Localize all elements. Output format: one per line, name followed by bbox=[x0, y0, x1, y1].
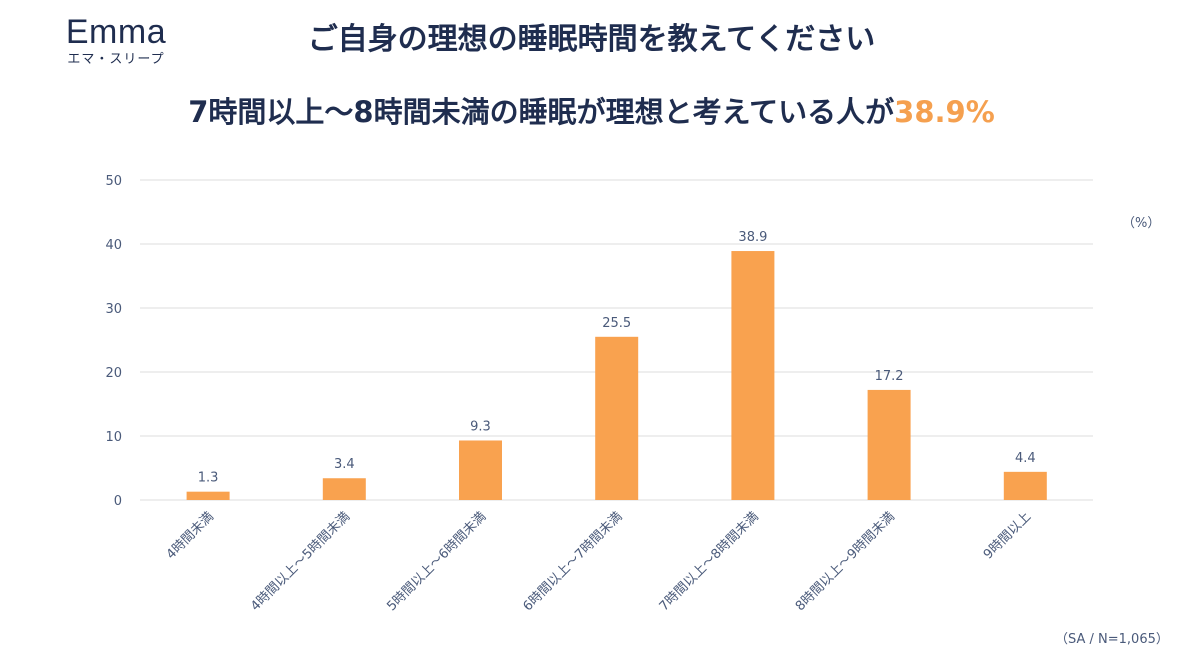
bar bbox=[731, 251, 775, 500]
x-tick-label: 7時間以上〜8時間未満 bbox=[657, 509, 762, 614]
headline-text: 7時間以上〜8時間未満の睡眠が理想と考えている人が bbox=[188, 95, 895, 129]
bar bbox=[1003, 471, 1047, 500]
data-label: 38.9 bbox=[738, 230, 767, 245]
sample-size-note: （SA / N=1,065） bbox=[1055, 632, 1169, 647]
unit-label: （%） bbox=[1122, 216, 1161, 231]
y-tick-label: 50 bbox=[105, 174, 122, 189]
y-tick-label: 20 bbox=[105, 366, 122, 381]
bar bbox=[595, 336, 639, 500]
brand-logo: Emma エマ・スリープ bbox=[58, 14, 174, 68]
x-tick-label: 8時間以上〜9時間未満 bbox=[793, 509, 898, 614]
logo-wordmark: Emma bbox=[65, 13, 167, 51]
y-tick-label: 10 bbox=[105, 430, 122, 445]
x-tick-label: 6時間以上〜7時間未満 bbox=[520, 509, 625, 614]
data-label: 4.4 bbox=[1015, 451, 1036, 466]
data-label: 3.4 bbox=[334, 457, 355, 472]
headline-highlight-value: 38.9% bbox=[894, 95, 995, 129]
data-label: 9.3 bbox=[470, 419, 491, 434]
data-label: 17.2 bbox=[875, 369, 904, 384]
x-tick-label: 4時間以上〜5時間未満 bbox=[248, 509, 353, 614]
x-tick-label: 5時間以上〜6時間未満 bbox=[384, 509, 489, 614]
page-title: ご自身の理想の睡眠時間を教えてください bbox=[307, 22, 876, 57]
x-tick-label: 9時間以上 bbox=[981, 509, 1034, 562]
y-tick-label: 40 bbox=[105, 238, 122, 253]
bar bbox=[322, 478, 366, 500]
data-label: 1.3 bbox=[198, 471, 219, 486]
logo-subtitle: エマ・スリープ bbox=[67, 52, 165, 67]
y-tick-label: 0 bbox=[114, 494, 122, 509]
data-label: 25.5 bbox=[602, 316, 631, 331]
headline: 7時間以上〜8時間未満の睡眠が理想と考えている人が38.9% bbox=[0, 92, 1183, 132]
bar bbox=[867, 389, 911, 500]
bar bbox=[459, 440, 502, 500]
bar bbox=[186, 491, 230, 500]
x-tick-label: 4時間未満 bbox=[164, 509, 217, 562]
y-tick-label: 30 bbox=[105, 302, 122, 317]
